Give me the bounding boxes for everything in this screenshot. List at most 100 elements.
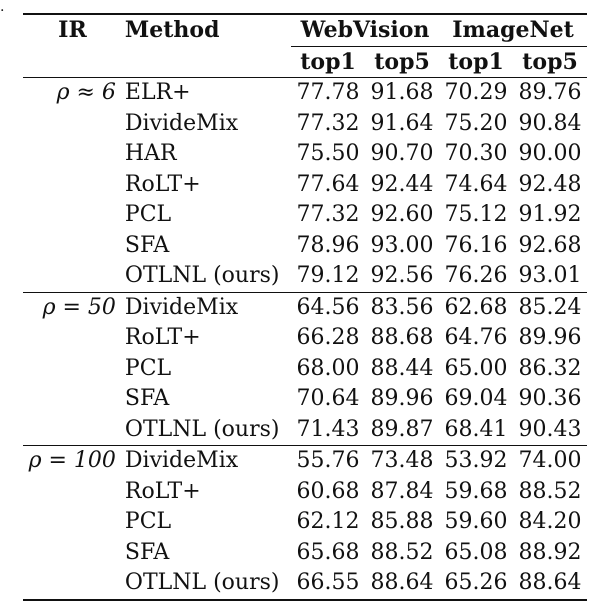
table-row: RoLT+ 66.28 88.68 64.76 89.96: [23, 323, 587, 354]
value-cell: 64.76: [444, 325, 508, 350]
table-row: RoLT+ 77.64 92.44 74.64 92.48: [23, 170, 587, 201]
method-header: Method: [124, 17, 220, 44]
webvision-top5-header: top5: [374, 48, 430, 75]
method-cell: SFA: [124, 386, 170, 411]
value-cell: 75.50: [296, 141, 360, 166]
value-cell: 70.30: [444, 141, 508, 166]
method-cell: RoLT+: [124, 478, 201, 504]
value-cell: 53.92: [444, 448, 508, 473]
method-cell: HAR: [124, 141, 177, 166]
value-cell: 65.26: [444, 570, 508, 595]
value-cell: 87.84: [370, 478, 434, 504]
method-cell: ELR+: [124, 80, 191, 105]
value-cell: 77.32: [296, 202, 360, 227]
value-cell: 68.41: [444, 416, 508, 442]
ir-cell: [23, 384, 122, 415]
ir-cell: [23, 109, 122, 140]
webvision-top1-header: top1: [300, 48, 356, 75]
table-body: ρ ≈ 6 ELR+ 77.78 91.68 70.29 89.76 DivideMix 77…: [23, 77, 587, 600]
value-cell: 62.68: [444, 294, 508, 320]
value-cell: 66.28: [296, 325, 360, 350]
table-row: PCL 62.12 85.88 59.60 84.20: [23, 507, 587, 538]
value-cell: 69.04: [444, 386, 508, 411]
value-cell: 79.12: [296, 263, 360, 288]
value-cell: 65.00: [444, 355, 508, 381]
ir-cell: ρ ≈ 6: [56, 80, 116, 105]
method-cell: OTLNL (ours): [124, 416, 280, 442]
value-cell: 64.56: [296, 294, 360, 320]
table-row: OTLNL (ours) 79.12 92.56 76.26 93.01: [23, 261, 587, 292]
value-cell: 89.96: [370, 386, 434, 411]
imagenet-header: ImageNet: [439, 14, 587, 47]
method-cell: DivideMix: [124, 294, 239, 320]
webvision-header: WebVision: [291, 14, 440, 47]
value-cell: 73.48: [370, 448, 434, 473]
value-cell: 74.64: [444, 171, 508, 197]
value-cell: 92.56: [370, 263, 434, 288]
method-cell: DivideMix: [124, 110, 239, 136]
value-cell: 77.64: [296, 171, 360, 197]
table-row: SFA 78.96 93.00 76.16 92.68: [23, 231, 587, 262]
value-cell: 55.76: [296, 448, 360, 473]
value-cell: 90.84: [518, 110, 582, 136]
value-cell: 60.68: [296, 478, 360, 504]
value-cell: 84.20: [518, 509, 582, 534]
value-cell: 89.87: [370, 416, 434, 442]
header-row-groups: IR Method WebVision ImageNet: [23, 14, 587, 47]
value-cell: 92.48: [518, 171, 582, 197]
method-cell: PCL: [124, 202, 172, 227]
method-cell: RoLT+: [124, 171, 201, 197]
table-row: OTLNL (ours) 66.55 88.64 65.26 88.64: [23, 568, 587, 600]
ir-cell: [23, 477, 122, 508]
value-cell: 62.12: [296, 509, 360, 534]
ir-cell: [23, 231, 122, 262]
ir-cell: [23, 415, 122, 446]
table-row: ρ = 100 DivideMix 55.76 73.48 53.92 74.00: [23, 445, 587, 477]
value-cell: 88.92: [518, 539, 582, 565]
value-cell: 77.32: [296, 110, 360, 136]
ir-cell: [23, 538, 122, 569]
value-cell: 91.92: [518, 202, 582, 227]
table-row: SFA 65.68 88.52 65.08 88.92: [23, 538, 587, 569]
value-cell: 90.00: [518, 141, 582, 166]
value-cell: 75.20: [444, 110, 508, 136]
value-cell: 70.29: [444, 80, 508, 105]
method-cell: PCL: [124, 509, 172, 534]
value-cell: 76.26: [444, 263, 508, 288]
table-row: PCL 68.00 88.44 65.00 86.32: [23, 354, 587, 385]
table-row: ρ ≈ 6 ELR+ 77.78 91.68 70.29 89.76: [23, 77, 587, 109]
imagenet-top5-header: top5: [522, 48, 578, 75]
method-cell: SFA: [124, 232, 170, 258]
value-cell: 77.78: [296, 80, 360, 105]
results-table: IR Method WebVision ImageNet top1 top5 t…: [23, 13, 587, 601]
imagenet-top1-header: top1: [448, 48, 504, 75]
method-cell: RoLT+: [124, 325, 201, 350]
table-row: OTLNL (ours) 71.43 89.87 68.41 90.43: [23, 415, 587, 446]
ir-cell: ρ = 100: [28, 448, 116, 473]
ir-cell: ρ = 50: [42, 294, 116, 320]
ir-cell: [23, 354, 122, 385]
method-cell: DivideMix: [124, 448, 239, 473]
value-cell: 88.52: [518, 478, 582, 504]
value-cell: 75.12: [444, 202, 508, 227]
value-cell: 65.68: [296, 539, 360, 565]
value-cell: 66.55: [296, 570, 360, 595]
value-cell: 88.64: [518, 570, 582, 595]
ir-cell: [23, 261, 122, 292]
value-cell: 88.44: [370, 355, 434, 381]
value-cell: 91.64: [370, 110, 434, 136]
table-row: RoLT+ 60.68 87.84 59.68 88.52: [23, 477, 587, 508]
value-cell: 88.68: [370, 325, 434, 350]
table-row: DivideMix 77.32 91.64 75.20 90.84: [23, 109, 587, 140]
value-cell: 90.70: [370, 141, 434, 166]
value-cell: 74.00: [518, 448, 582, 473]
value-cell: 59.60: [444, 509, 508, 534]
ir-header: IR: [58, 17, 87, 44]
method-cell: OTLNL (ours): [124, 570, 280, 595]
method-header-spacer: [122, 46, 291, 78]
value-cell: 85.88: [370, 509, 434, 534]
value-cell: 91.68: [370, 80, 434, 105]
value-cell: 88.52: [370, 539, 434, 565]
method-cell: OTLNL (ours): [124, 263, 280, 288]
value-cell: 65.08: [444, 539, 508, 565]
